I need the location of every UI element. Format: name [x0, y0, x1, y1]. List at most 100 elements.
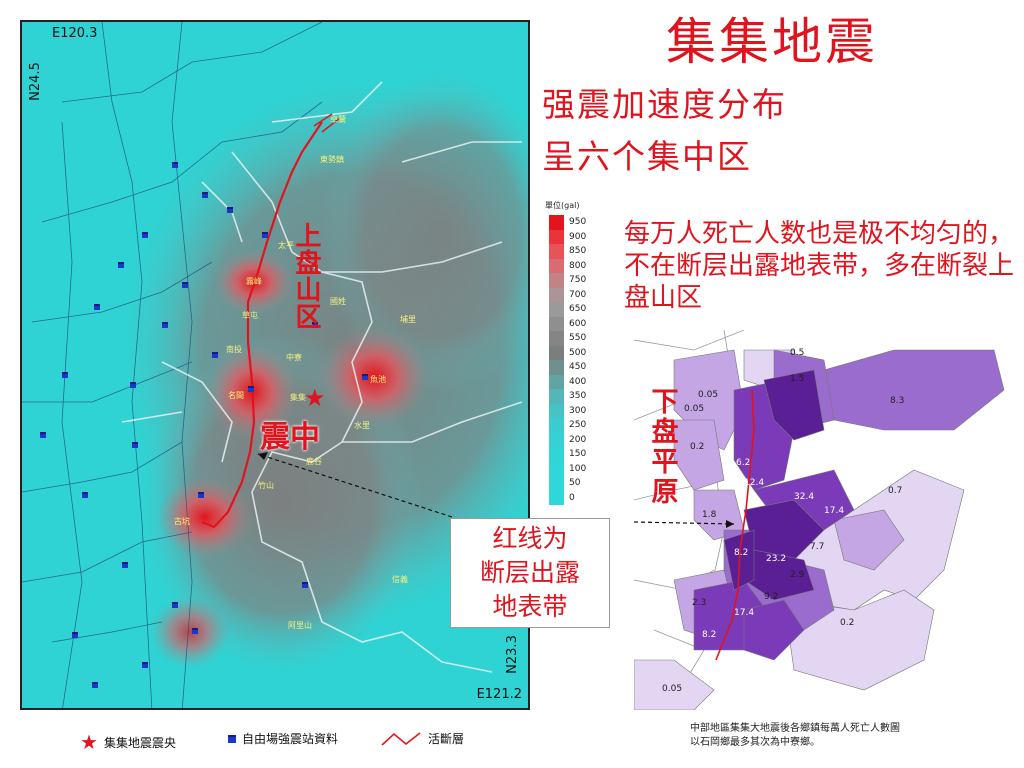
latitude-label-top: N24.5 [27, 62, 43, 101]
scale-label: 250 [569, 420, 587, 430]
town-label: 太平 [278, 241, 294, 250]
scale-swatch [549, 287, 564, 302]
intensity-map-graphic [22, 22, 528, 708]
death-rate-value: 12.4 [744, 478, 765, 488]
legend-station: 自由場強震站資料 [228, 730, 338, 747]
scale-swatch [549, 374, 564, 389]
death-rate-value: 0.05 [662, 684, 683, 694]
scale-row: 300 [545, 403, 615, 418]
scale-swatch [549, 244, 564, 259]
death-rate-value: 2.9 [790, 570, 805, 580]
scale-swatch [549, 403, 564, 418]
scale-row: 950 [545, 215, 615, 230]
scale-label: 500 [569, 347, 587, 358]
scale-label: 0 [569, 492, 575, 503]
intensity-map: E120.3 N24.5 E121.2 N23.3 卓蘭 東勢鎮 太平 霧峰 草… [20, 20, 530, 710]
death-rate-value: 8.2 [702, 630, 717, 640]
legend-epicenter: ★ 集集地震震央 [80, 730, 176, 754]
death-rate-value: 0.7 [888, 486, 903, 496]
town-label: 魚池 [370, 375, 386, 384]
death-rate-value: 0.5 [790, 348, 805, 358]
death-rate-value: 32.4 [794, 492, 815, 502]
death-rate-value: 0.05 [684, 404, 705, 414]
scale-swatch [549, 316, 564, 331]
station-icon [312, 322, 318, 328]
town-label: 東勢鎮 [320, 155, 344, 164]
scale-row: 900 [545, 229, 615, 244]
scale-swatch [549, 490, 564, 505]
epicenter-label: 震中 [260, 420, 320, 455]
scale-row: 800 [545, 258, 615, 273]
station-icon [172, 162, 178, 168]
death-rate-value: 0.05 [698, 390, 719, 400]
scale-swatch [549, 258, 564, 273]
scale-row: 600 [545, 316, 615, 331]
station-icon [142, 232, 148, 238]
town-label: 信義 [392, 575, 408, 584]
station-icon [362, 374, 368, 380]
station-icon [212, 352, 218, 358]
town-label: 國姓 [330, 297, 346, 306]
epicenter-star-icon: ★ [304, 384, 326, 412]
scale-label: 950 [569, 217, 587, 227]
death-rate-value: 7.7 [810, 542, 825, 552]
death-rate-value: 6.2 [736, 458, 751, 468]
hanging-wall-label: 上盘山区 [291, 222, 321, 330]
scale-label: 50 [569, 478, 581, 488]
scale-label: 300 [569, 405, 587, 416]
fault-line [201, 121, 323, 529]
death-rate-note: 每万人死亡人数也是极不均匀的，不在断层出露地表带，多在断裂上盘山区 [624, 219, 1015, 313]
scale-label: 150 [569, 449, 587, 459]
station-icon [132, 442, 138, 448]
scale-row: 350 [545, 389, 615, 404]
town-label: 集集 [290, 393, 306, 402]
station-icon [122, 562, 128, 568]
death-rate-value: 17.4 [824, 506, 845, 516]
station-icon [94, 304, 100, 310]
scale-label: 750 [569, 275, 587, 285]
scale-row: 100 [545, 461, 615, 476]
scale-swatch [549, 215, 564, 230]
scale-label: 400 [569, 376, 587, 387]
town-label: 南投 [226, 345, 242, 354]
scale-row: 150 [545, 447, 615, 462]
scale-label: 450 [569, 362, 587, 372]
caption-line: 以石岡鄉最多其次為中寮鄉。 [690, 737, 820, 748]
death-rate-value: 23.2 [766, 554, 787, 564]
scale-row: 450 [545, 360, 615, 375]
death-rate-value: 1.5 [790, 374, 805, 384]
scale-label: 200 [569, 434, 587, 445]
fault-callout: 红线为 断层出露 地表带 [450, 518, 610, 628]
station-icon [172, 602, 178, 608]
scale-row: 850 [545, 244, 615, 259]
station-icon [228, 734, 236, 743]
station-icon [162, 322, 168, 328]
subtitle-line: 强震加速度分布 [542, 85, 787, 124]
station-icon [302, 582, 308, 588]
station-icon [92, 682, 98, 688]
scale-swatch [549, 345, 564, 360]
station-icon [130, 382, 136, 388]
town-label: 草屯 [242, 311, 258, 320]
scale-swatch [549, 331, 564, 346]
scale-row: 50 [545, 476, 615, 491]
scale-swatch [549, 389, 564, 404]
death-rate-value: 9.2 [764, 592, 779, 602]
scale-row: 500 [545, 345, 615, 360]
legend-station-label: 自由場強震站資料 [242, 732, 339, 746]
scale-label: 850 [569, 246, 587, 256]
town-label: 古坑 [174, 517, 190, 526]
callout-line: 红线为 [492, 524, 568, 553]
station-icon [62, 372, 68, 378]
scale-label: 100 [569, 463, 587, 474]
death-rate-value: 0.2 [840, 618, 855, 628]
town-label: 霧峰 [246, 277, 262, 286]
town-label: 卓蘭 [330, 115, 346, 124]
scale-label: 600 [569, 318, 587, 329]
station-icon [40, 432, 46, 438]
scale-row: 550 [545, 331, 615, 346]
death-rate-value: 2.3 [692, 598, 707, 608]
town-label: 埔里 [400, 315, 416, 324]
scale-label: 650 [569, 304, 587, 314]
town-label: 中寮 [286, 353, 302, 362]
